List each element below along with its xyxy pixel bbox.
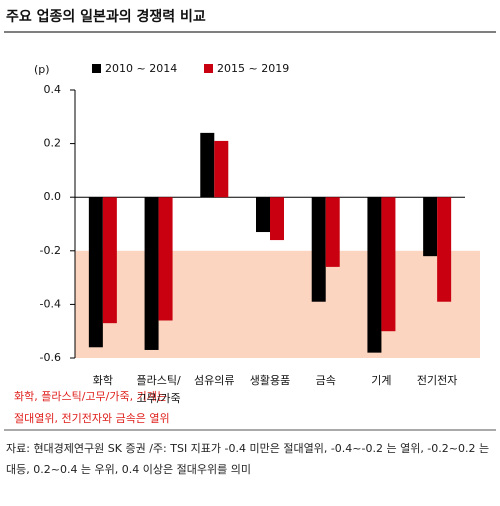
- bar: [200, 132, 215, 198]
- y-tick-label: -0.6: [40, 351, 61, 364]
- shaded-range: [75, 250, 480, 358]
- bar: [381, 197, 396, 332]
- bar: [437, 197, 452, 302]
- bar: [311, 197, 326, 302]
- bar: [256, 197, 270, 233]
- legend-swatch: [92, 64, 101, 73]
- annotation: 화학, 플라스틱/고무/가죽, 기계는 절대열위, 전기전자와 금속은 열위: [14, 390, 170, 425]
- footnote: 자료: 현대경제연구원 SK 증권 /주: TSI 지표가 -0.4 미만은 절…: [6, 442, 490, 476]
- legend-label: 2010 ~ 2014: [105, 62, 177, 75]
- bar: [102, 197, 117, 324]
- y-tick-label: -0.4: [40, 297, 61, 310]
- bar: [88, 197, 103, 348]
- bar: [158, 197, 173, 321]
- x-tick-label: 금속: [315, 374, 336, 387]
- bar: [144, 197, 159, 350]
- x-tick-label: 기계: [371, 374, 392, 387]
- x-tick-label: 섬유의류: [194, 374, 235, 387]
- y-tick-label: 0.4: [44, 83, 62, 96]
- bar: [214, 140, 229, 198]
- x-tick-label: 플라스틱/ 고무/가죽: [136, 374, 181, 405]
- y-axis-label: (p): [34, 63, 50, 76]
- x-tick-label: 생활용품: [249, 374, 291, 387]
- x-tick-label: 전기전자: [416, 374, 458, 387]
- bar: [270, 197, 284, 241]
- bar: [367, 197, 382, 353]
- bar: [423, 197, 438, 257]
- bar: [325, 197, 340, 267]
- legend-swatch: [204, 64, 213, 73]
- x-tick-label: 화학: [92, 374, 113, 387]
- chart-title: 주요 업종의 일본과의 경쟁력 비교: [6, 9, 206, 25]
- y-tick-label: 0.0: [44, 190, 62, 203]
- y-tick-label: 0.2: [44, 137, 62, 150]
- y-tick-label: -0.2: [40, 244, 61, 257]
- legend-label: 2015 ~ 2019: [217, 62, 289, 75]
